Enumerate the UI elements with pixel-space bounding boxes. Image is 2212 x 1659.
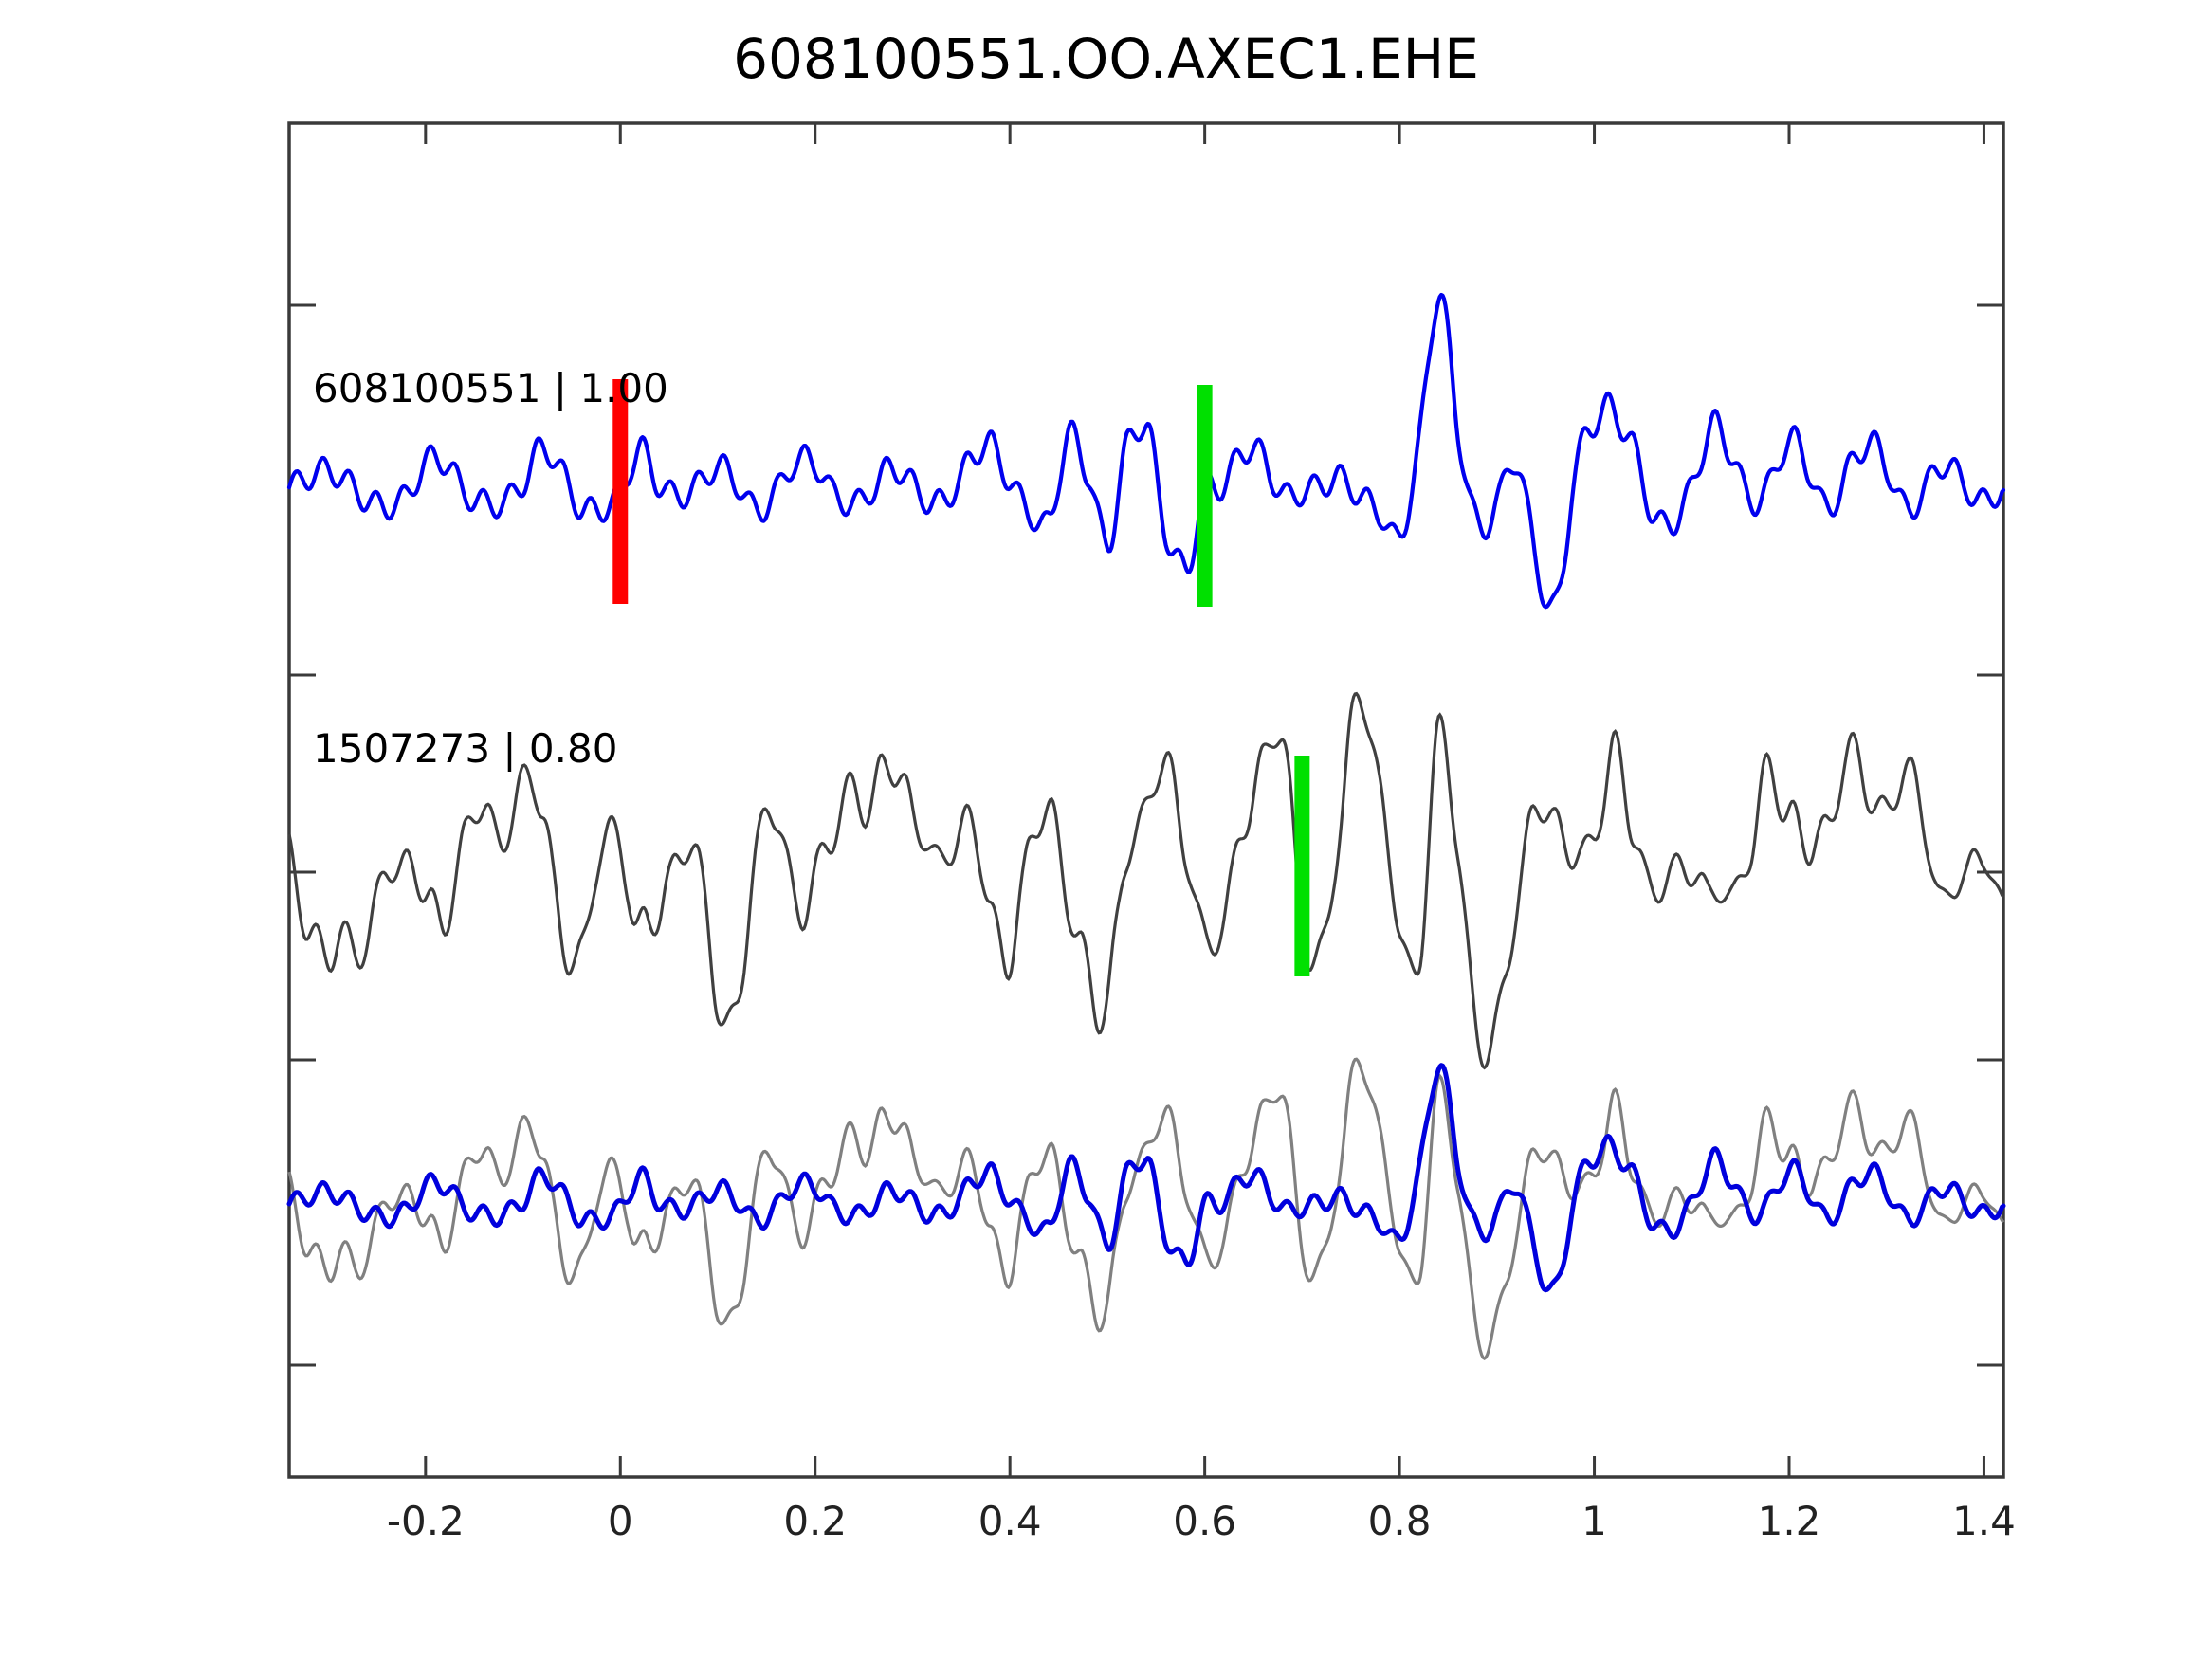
x-tick-label-2: 0.2 — [783, 1498, 848, 1544]
x-tick-label-7: 1.2 — [1757, 1498, 1821, 1544]
plot-frame — [287, 121, 2005, 1479]
pick-marker-green-trace2 — [1294, 756, 1310, 976]
waveform-traces — [286, 292, 2006, 1360]
overlay-trace-1507273 — [287, 1057, 2005, 1360]
x-tick-label-6: 1 — [1581, 1498, 1607, 1544]
trace-label-match: 1507273 | 0.80 — [313, 725, 618, 772]
x-tick-label-0: -0.2 — [386, 1498, 465, 1544]
overlay-trace-608100551 — [286, 1063, 2006, 1293]
trace-label-template: 608100551 | 1.00 — [313, 365, 668, 411]
axis-ticks — [289, 123, 2003, 1477]
pick-marker-red-origin — [612, 379, 629, 604]
pick-markers — [612, 379, 1310, 976]
x-tick-label-8: 1.4 — [1952, 1498, 2016, 1544]
trace-template-608100551 — [286, 292, 2006, 610]
pick-marker-green-trace1 — [1197, 385, 1213, 607]
x-tick-label-3: 0.4 — [978, 1498, 1042, 1544]
x-tick-label-1: 0 — [607, 1498, 633, 1544]
x-tick-label-4: 0.6 — [1173, 1498, 1237, 1544]
x-tick-label-5: 0.8 — [1367, 1498, 1432, 1544]
trace-match-1507273 — [287, 691, 2005, 1070]
page-title: 608100551.OO.AXEC1.EHE — [733, 27, 1479, 91]
